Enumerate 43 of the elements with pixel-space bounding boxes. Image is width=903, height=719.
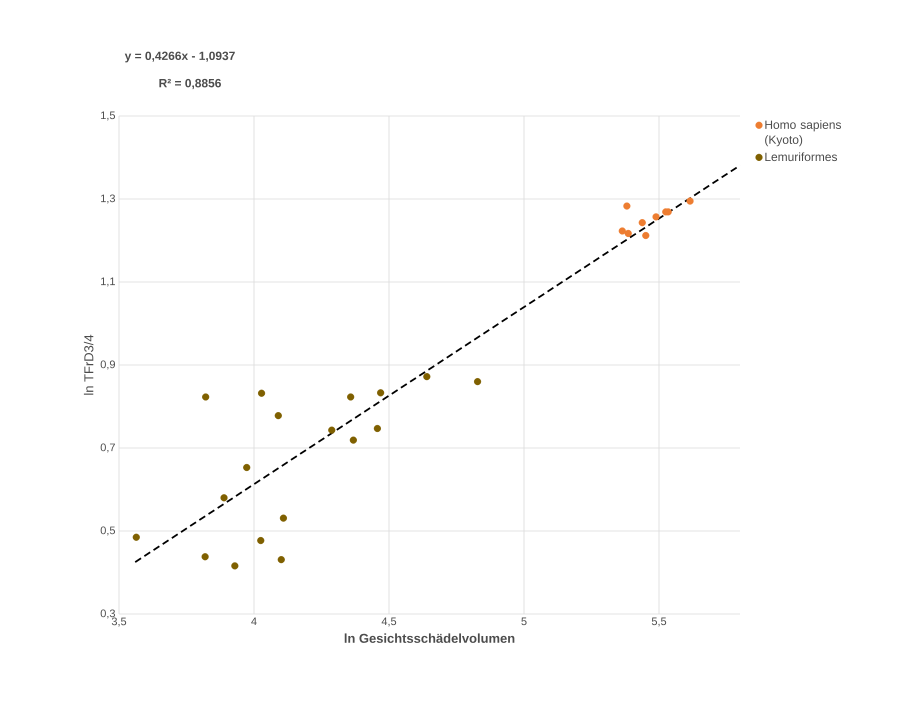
point — [423, 373, 430, 380]
point — [243, 464, 250, 472]
point — [220, 494, 228, 502]
y-tick-label: 1,3 — [101, 194, 115, 204]
point — [258, 390, 266, 397]
point — [202, 553, 209, 560]
y-axis-title: ln TFrD3/4 — [84, 334, 94, 395]
point — [278, 556, 285, 564]
point — [280, 514, 288, 522]
point — [231, 562, 238, 570]
x-tick-label: 5 — [521, 618, 527, 626]
text: y = 0,4266x - 1,0937 — [124, 52, 235, 62]
point — [638, 219, 646, 226]
legend-label: Homo sapiens (Kyoto) — [765, 120, 842, 146]
y-tick-label: 0,3 — [100, 609, 115, 619]
point — [257, 536, 264, 544]
y-tick-label: 1,1 — [101, 278, 115, 286]
point — [347, 393, 354, 401]
point — [474, 378, 482, 386]
point — [374, 424, 381, 432]
y-tick-label: 0,5 — [100, 526, 116, 536]
y-tick-label: 0,9 — [100, 360, 115, 370]
x-tick-label: 4 — [251, 618, 257, 626]
point — [623, 202, 630, 210]
point — [624, 230, 632, 238]
point — [618, 227, 626, 235]
x-tick-label: 3,5 — [112, 618, 126, 627]
x-tick-label: 4,5 — [382, 618, 396, 626]
x-tick-label: 5,5 — [652, 618, 666, 626]
point — [652, 213, 660, 220]
point — [350, 436, 357, 444]
text: R² = 0,8856 — [159, 78, 221, 90]
point — [274, 412, 282, 420]
legend-label: Lemuriformes — [765, 152, 838, 162]
point — [328, 426, 336, 434]
point — [132, 534, 140, 541]
y-tick-label: 0,7 — [100, 443, 115, 453]
point — [202, 393, 210, 401]
point — [642, 232, 650, 240]
y-tick-label: 1,5 — [101, 112, 116, 120]
point — [377, 389, 384, 396]
x-axis-title: ln Gesichtsschädelvolumen — [344, 633, 514, 643]
point — [686, 197, 694, 205]
